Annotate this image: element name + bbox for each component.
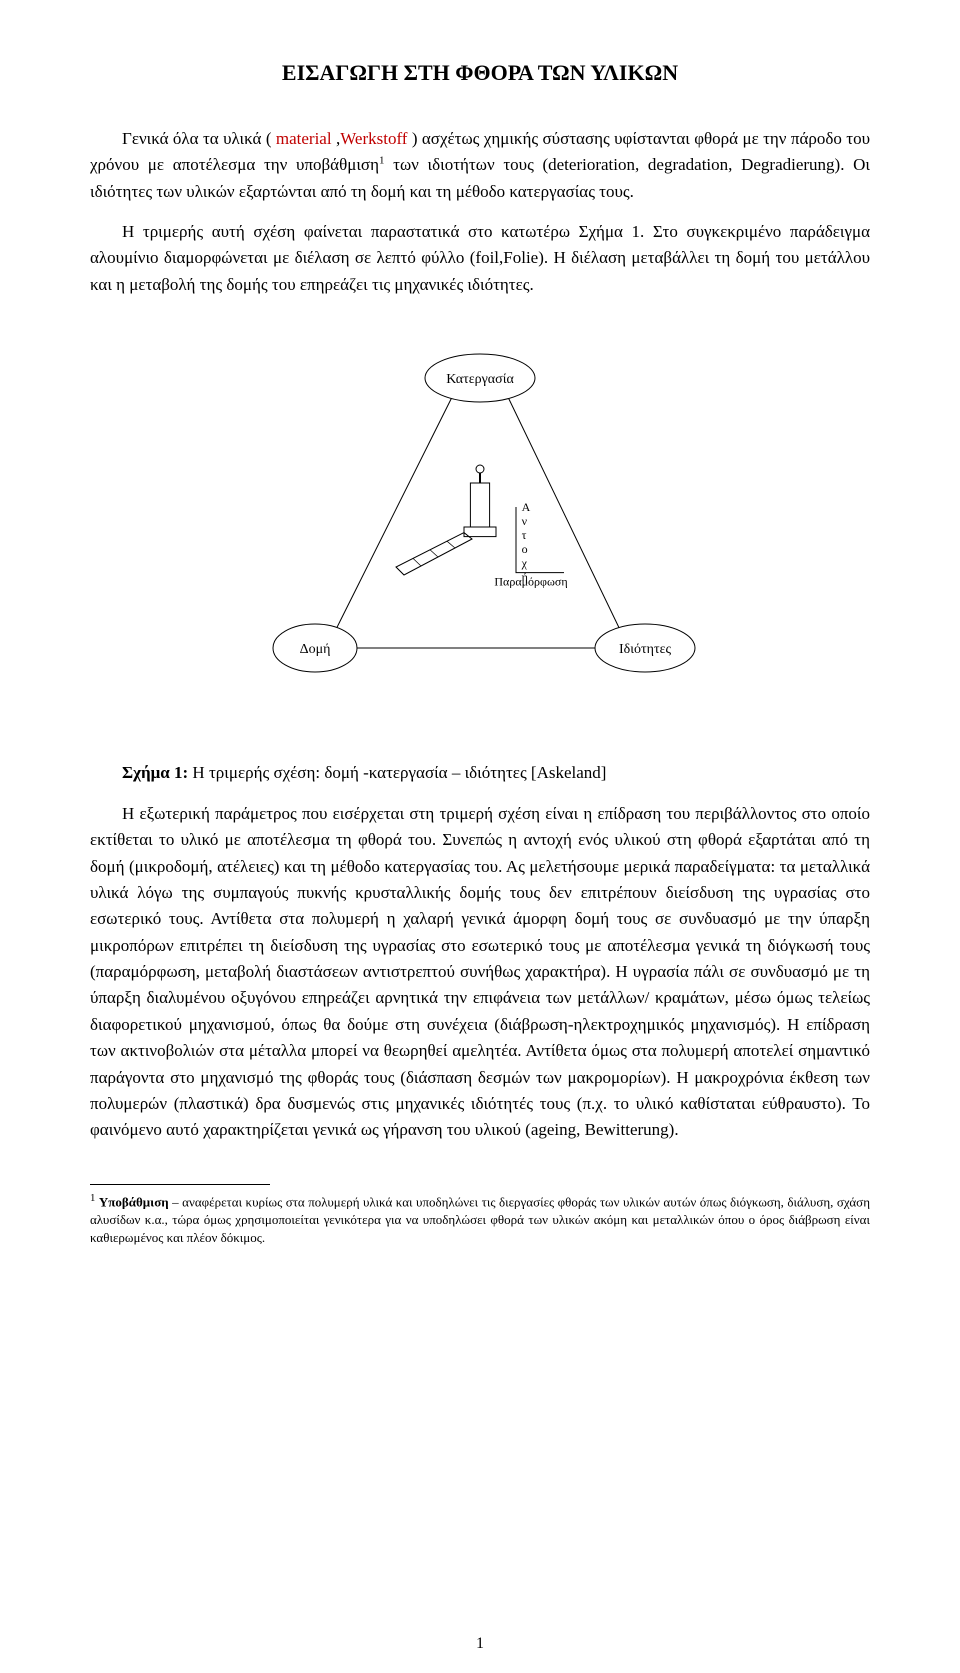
svg-text:Δομή: Δομή [300, 642, 331, 657]
svg-text:ν: ν [522, 514, 528, 528]
page: ΕΙΣΑΓΩΓΗ ΣΤΗ ΦΘΟΡΑ ΤΩΝ ΥΛΙΚΩΝ Γενικά όλα… [0, 0, 960, 1673]
figure-1-caption: Σχήμα 1: Η τριμερής σχέση: δομή -κατεργα… [90, 763, 870, 783]
caption-label: Σχήμα 1: [122, 763, 188, 782]
paragraph-2: Η τριμερής αυτή σχέση φαίνεται παραστατι… [90, 219, 870, 298]
footnote-text: – αναφέρεται κυρίως στα πολυμερή υλικά κ… [90, 1194, 870, 1245]
page-number: 1 [0, 1635, 960, 1653]
triangle-diagram: ΑντοχήΠαραμόρφωσηΚατεργασίαΔομήΙδιότητες [220, 328, 740, 728]
svg-text:χ: χ [521, 556, 528, 570]
p1-text-b: , [332, 129, 341, 148]
svg-text:τ: τ [522, 528, 527, 542]
figure-1: ΑντοχήΠαραμόρφωσηΚατεργασίαΔομήΙδιότητες [90, 328, 870, 733]
svg-text:Παραμόρφωση: Παραμόρφωση [494, 574, 567, 588]
page-title: ΕΙΣΑΓΩΓΗ ΣΤΗ ΦΘΟΡΑ ΤΩΝ ΥΛΙΚΩΝ [90, 60, 870, 86]
svg-text:Κατεργασία: Κατεργασία [446, 372, 514, 387]
caption-text: Η τριμερής σχέση: δομή -κατεργασία – ιδι… [188, 763, 606, 782]
p1-red-2: Werkstoff [340, 129, 407, 148]
svg-text:ο: ο [522, 542, 528, 556]
p1-red-1: material [276, 129, 332, 148]
footnote-number: 1 [90, 1192, 95, 1204]
footnote-separator [90, 1184, 270, 1185]
svg-text:Ιδιότητες: Ιδιότητες [619, 642, 671, 657]
footnote-bold: Υποβάθμιση [99, 1194, 169, 1209]
paragraph-1: Γενικά όλα τα υλικά ( material ,Werkstof… [90, 126, 870, 205]
p1-text-a: Γενικά όλα τα υλικά ( [122, 129, 276, 148]
svg-text:Α: Α [522, 500, 531, 514]
paragraph-3: Η εξωτερική παράμετρος που εισέρχεται στ… [90, 801, 870, 1143]
footnote-1: 1 Υποβάθμιση – αναφέρεται κυρίως στα πολ… [90, 1191, 870, 1248]
